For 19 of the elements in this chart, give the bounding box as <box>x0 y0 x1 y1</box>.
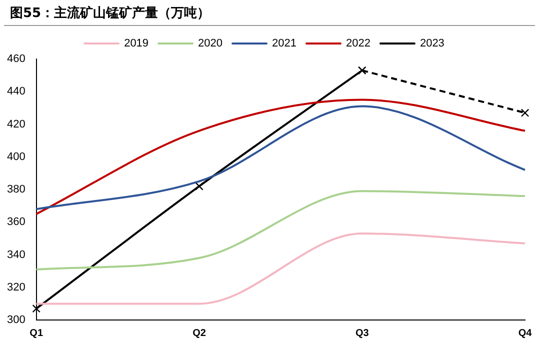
y-tick-label: 340 <box>6 248 26 261</box>
x-tick-label: Q2 <box>192 328 206 339</box>
y-tick-label: 320 <box>6 281 26 294</box>
x-tick-label: Q1 <box>30 328 44 339</box>
legend-label: 2020 <box>198 38 223 50</box>
x-tick-label: Q4 <box>518 328 532 339</box>
y-tick-label: 400 <box>6 150 26 163</box>
x-tick-label: Q3 <box>355 328 370 339</box>
chart-title: 图55：主流矿山锰矿产量（万吨） <box>4 0 535 26</box>
y-tick-label: 360 <box>6 216 26 228</box>
legend-label: 2021 <box>272 38 296 50</box>
y-tick-label: 460 <box>6 53 26 66</box>
legend-label: 2023 <box>420 38 444 50</box>
y-tick-label: 440 <box>6 86 26 98</box>
legend-label: 2022 <box>346 38 370 50</box>
y-tick-label: 300 <box>6 314 26 326</box>
y-tick-label: 380 <box>6 184 26 196</box>
y-tick-label: 420 <box>6 118 26 130</box>
legend-label: 2019 <box>124 38 149 50</box>
